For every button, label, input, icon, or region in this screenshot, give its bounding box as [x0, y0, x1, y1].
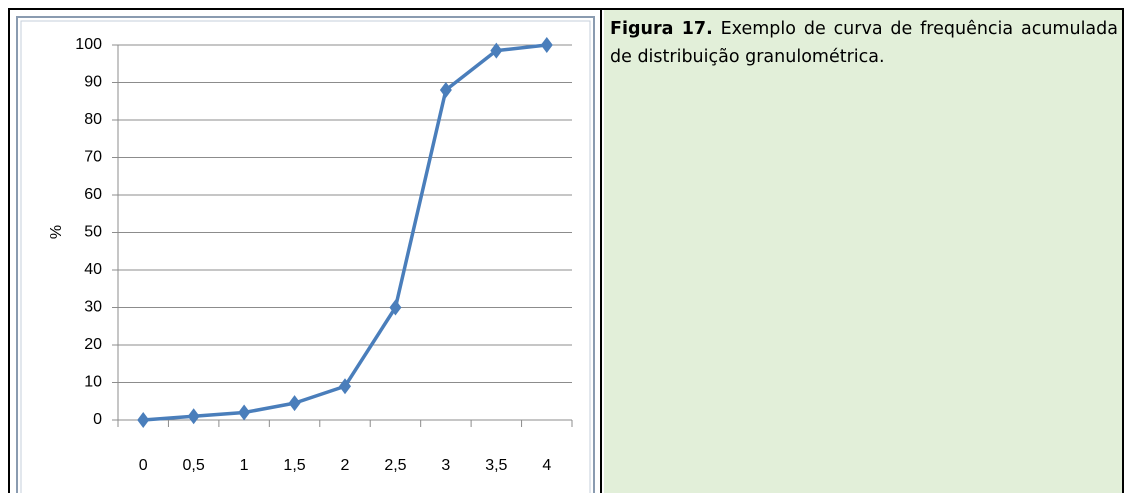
- data-marker: [288, 395, 301, 412]
- y-tick-label: 80: [84, 111, 102, 128]
- y-tick-label: 90: [84, 74, 102, 91]
- y-tick-label: 30: [84, 299, 102, 316]
- y-tick-label: 50: [84, 224, 102, 241]
- y-tick-label: 100: [75, 36, 102, 53]
- chart-frame: [20, 20, 591, 493]
- x-tick-label: 1: [240, 457, 249, 474]
- data-marker: [439, 82, 452, 98]
- x-tick-label: 3: [441, 457, 450, 474]
- y-tick-label: 10: [84, 374, 102, 391]
- data-marker: [238, 404, 251, 421]
- data-marker: [187, 408, 200, 425]
- caption-label: Figura 17.: [610, 19, 713, 39]
- y-tick-label: 40: [84, 261, 102, 278]
- x-tick-label: 3,5: [485, 457, 507, 474]
- y-tick-label: 0: [93, 411, 102, 428]
- caption: Figura 17. Exemplo de curva de frequênci…: [610, 15, 1118, 71]
- x-tick-label: 4: [542, 457, 551, 474]
- caption-text: Exemplo de curva de frequência acumulada…: [610, 19, 1118, 67]
- x-tick-label: 2: [341, 457, 350, 474]
- x-tick-label: 0: [139, 457, 148, 474]
- x-tick-label: 0,5: [183, 457, 205, 474]
- data-marker: [339, 378, 351, 395]
- data-marker: [490, 42, 503, 59]
- chart-frame: [16, 16, 595, 493]
- y-axis-label: %: [48, 225, 65, 239]
- data-marker: [137, 412, 150, 428]
- y-tick-label: 70: [84, 149, 102, 166]
- caption-cell: [604, 10, 1122, 493]
- data-marker: [540, 37, 553, 53]
- y-tick-label: 20: [84, 336, 102, 353]
- data-marker: [389, 299, 402, 316]
- x-tick-label: 1,5: [283, 457, 305, 474]
- x-tick-label: 2,5: [384, 457, 406, 474]
- y-tick-label: 60: [84, 186, 102, 203]
